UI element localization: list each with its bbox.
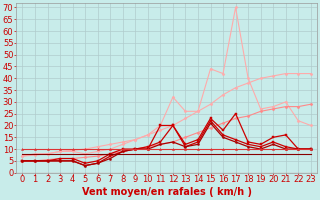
X-axis label: Vent moyen/en rafales ( km/h ): Vent moyen/en rafales ( km/h ): [82, 187, 252, 197]
